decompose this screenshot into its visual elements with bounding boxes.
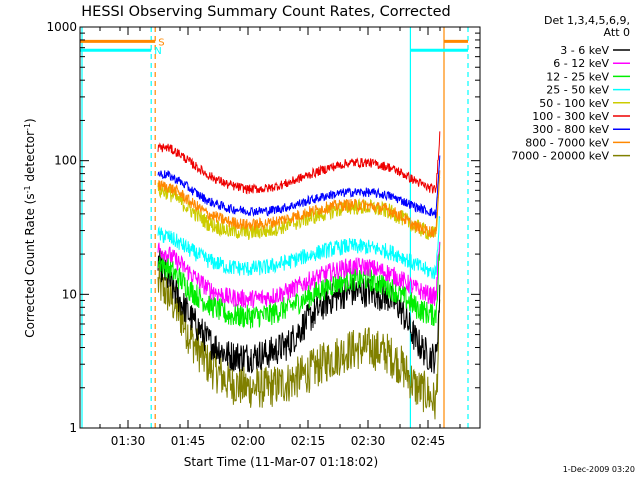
vertical-markers — [81, 27, 469, 428]
legend-label-2: 12 - 25 keV — [546, 70, 609, 83]
x-tick-label-2: 02:00 — [231, 434, 266, 448]
y-tick-label-0: 1 — [69, 421, 77, 435]
flag-lines: SN — [80, 37, 468, 57]
series-line-6 — [157, 155, 441, 219]
legend-label-3: 25 - 50 keV — [546, 84, 609, 97]
legend-label-5: 100 - 300 keV — [532, 110, 609, 123]
y-axis-label-end: ) — [23, 118, 37, 123]
y-axis-label: Corrected Count Rate (s-1 detector-1) — [23, 118, 38, 337]
legend-label-8: 7000 - 20000 keV — [511, 150, 609, 163]
y-axis-label-sup2: -1 — [23, 123, 32, 131]
series-line-7 — [157, 170, 441, 238]
x-tick-label-0: 01:30 — [111, 434, 146, 448]
legend-label-1: 6 - 12 keV — [553, 57, 609, 70]
y-axis-label-mid: detector — [23, 131, 37, 186]
legend-title-line-2: Att 0 — [604, 26, 630, 39]
series-line-3 — [157, 216, 441, 280]
flag-label-S: S — [158, 37, 164, 48]
y-tick-label-2: 100 — [54, 154, 77, 168]
x-tick-label-4: 02:30 — [351, 434, 386, 448]
series-lines — [157, 131, 441, 420]
series-line-1 — [157, 241, 441, 309]
footer-timestamp: 1-Dec-2009 03:20 — [563, 465, 635, 474]
x-tick-label-5: 02:45 — [411, 434, 446, 448]
legend-label-4: 50 - 100 keV — [539, 97, 609, 110]
x-tick-label-3: 02:15 — [291, 434, 326, 448]
legend-label-0: 3 - 6 keV — [560, 44, 609, 57]
axes: 01:30 01:45 02:00 02:15 02:30 02:45 1 10 100 1000 — [46, 20, 481, 448]
y-axis-label-sup1: -1 — [23, 185, 32, 193]
series-line-2 — [157, 242, 441, 329]
chart-title: HESSI Observing Summary Count Rates, Cor… — [81, 4, 450, 20]
x-axis-label: Start Time (11-Mar-07 01:18:02) — [184, 455, 378, 469]
legend-label-7: 800 - 7000 keV — [525, 136, 609, 149]
series-line-5 — [157, 131, 441, 195]
legend-label-6: 300 - 800 keV — [532, 123, 609, 136]
y-tick-label-1: 10 — [62, 287, 77, 301]
y-axis-label-main: Corrected Count Rate (s — [23, 193, 37, 337]
y-tick-label-3: 1000 — [46, 20, 77, 34]
x-tick-label-1: 01:45 — [171, 434, 206, 448]
series-line-8 — [157, 264, 441, 420]
flag-label-N: N — [154, 46, 161, 57]
legend-title-line-1: Det 1,3,4,5,6,9, — [544, 14, 630, 27]
